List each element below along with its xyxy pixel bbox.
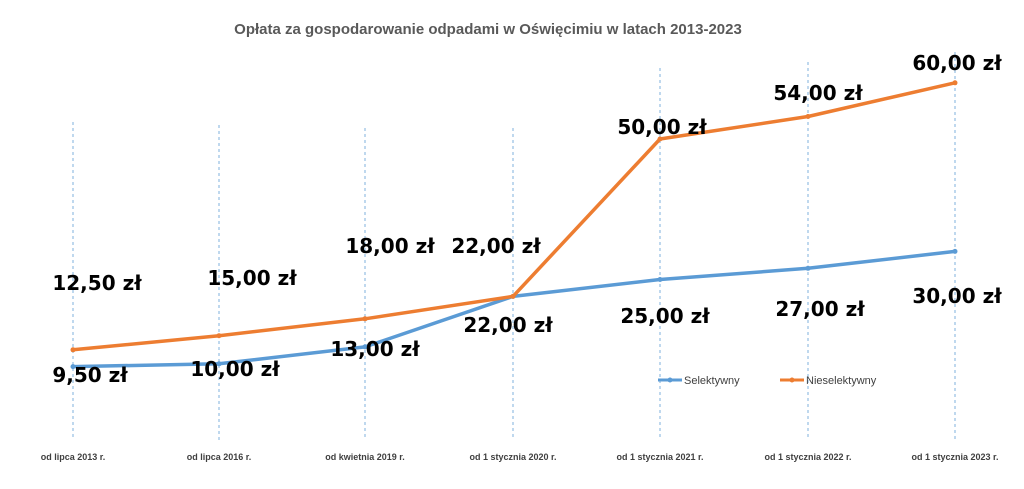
x-tick-label: od 1 stycznia 2020 r. xyxy=(469,452,556,462)
data-label-nieselektywny: 15,00 zł xyxy=(207,266,297,290)
data-label-nieselektywny: 18,00 zł xyxy=(345,234,435,258)
data-label-nieselektywny: 12,50 zł xyxy=(52,271,142,295)
data-point xyxy=(952,80,958,86)
data-point xyxy=(657,277,663,282)
chart-title: Opłata za gospodarowanie odpadami w Oświ… xyxy=(234,21,742,38)
data-point xyxy=(70,364,76,370)
data-point xyxy=(657,136,663,142)
data-labels: 9,50 zł 10,00 zł 13,00 zł 22,00 zł 25,00 zł 2… xyxy=(52,51,1002,387)
data-point xyxy=(805,114,811,119)
data-point xyxy=(362,344,368,350)
data-label-selektywny: 9,50 zł xyxy=(52,363,128,387)
legend: Selektywny Nieselektywny xyxy=(658,375,877,387)
series-lines xyxy=(70,80,958,370)
data-label-selektywny: 27,00 zł xyxy=(775,297,865,321)
data-label-selektywny: 10,00 zł xyxy=(190,357,280,381)
data-label-nieselektywny: 22,00 zł xyxy=(451,234,541,258)
data-point xyxy=(362,316,368,322)
data-label-selektywny: 30,00 zł xyxy=(912,284,1002,308)
data-point xyxy=(952,248,958,254)
legend-marker xyxy=(667,377,673,383)
data-point xyxy=(805,265,811,271)
x-tick-label: od lipca 2016 r. xyxy=(187,452,252,462)
data-label-selektywny: 25,00 zł xyxy=(620,304,710,328)
x-tick-label: od 1 stycznia 2022 r. xyxy=(764,452,851,462)
data-point xyxy=(216,333,222,339)
data-label-nieselektywny: 54,00 zł xyxy=(773,81,863,105)
data-point xyxy=(510,293,516,299)
data-label-selektywny: 13,00 zł xyxy=(330,337,420,361)
data-point xyxy=(216,361,222,367)
x-tick-label: od kwietnia 2019 r. xyxy=(325,452,405,462)
gridlines xyxy=(72,52,956,440)
legend-label: Nieselektywny xyxy=(806,375,877,387)
legend-label: Selektywny xyxy=(684,375,740,387)
data-label-nieselektywny: 60,00 zł xyxy=(912,51,1002,75)
x-axis-ticks: od lipca 2013 r. od lipca 2016 r. od kwiet… xyxy=(41,452,999,462)
x-tick-label: od 1 stycznia 2021 r. xyxy=(616,452,703,462)
data-label-nieselektywny: 50,00 zł xyxy=(617,115,707,139)
data-label-selektywny: 22,00 zł xyxy=(463,313,553,337)
data-point xyxy=(70,347,76,353)
x-tick-label: od 1 stycznia 2023 r. xyxy=(911,452,998,462)
legend-marker xyxy=(789,377,795,383)
x-tick-label: od lipca 2013 r. xyxy=(41,452,106,462)
